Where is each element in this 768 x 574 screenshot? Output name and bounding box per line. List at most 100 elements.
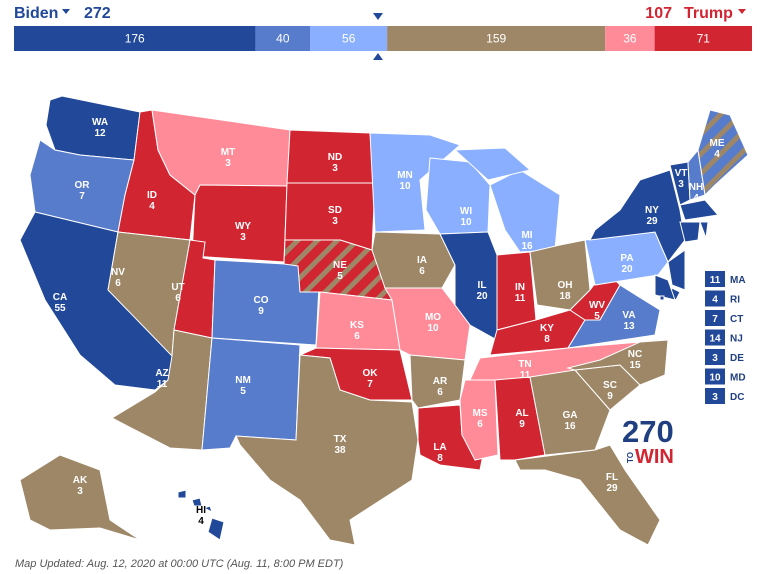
state-shape[interactable]: [679, 221, 701, 243]
dropdown-caret[interactable]: [62, 9, 70, 14]
state-shape[interactable]: [201, 337, 301, 451]
candidate-name[interactable]: Biden: [14, 5, 58, 22]
state-votes: 5: [240, 386, 246, 397]
state-votes: 3: [240, 232, 246, 243]
logo: 270 TO WIN: [622, 414, 674, 468]
logo-small: TO: [626, 452, 635, 463]
state-votes: 8: [437, 453, 443, 464]
state[interactable]: [494, 376, 546, 461]
state-shape[interactable]: [659, 295, 665, 301]
state-shape[interactable]: [202, 505, 213, 513]
state-box[interactable]: [705, 388, 725, 404]
state-votes: 6: [437, 387, 443, 398]
state-votes: 13: [623, 321, 635, 332]
state-votes: 12: [94, 128, 106, 139]
state-votes: 5: [337, 271, 343, 282]
state-abbr: AR: [433, 376, 448, 387]
state-abbr: AZ: [155, 368, 168, 379]
state[interactable]: [529, 369, 611, 456]
state-shape[interactable]: [566, 339, 669, 386]
state-votes: 6: [477, 419, 483, 430]
state[interactable]: [439, 231, 498, 341]
state[interactable]: [667, 249, 686, 291]
state-shape[interactable]: [667, 249, 686, 291]
state[interactable]: [514, 444, 661, 546]
state-votes: 20: [476, 291, 488, 302]
state[interactable]: [699, 221, 709, 239]
state-shape[interactable]: [529, 369, 611, 456]
state-votes: 4: [712, 295, 718, 306]
state-shape[interactable]: [494, 376, 546, 461]
state-shape[interactable]: [191, 184, 288, 263]
state[interactable]: [201, 337, 301, 451]
state-box[interactable]: [705, 271, 725, 287]
state-box[interactable]: [705, 290, 725, 307]
state-shape[interactable]: [409, 354, 466, 409]
state-box[interactable]: [705, 368, 725, 385]
state-abbr: WY: [235, 221, 251, 232]
state-abbr: IL: [478, 280, 487, 291]
state-votes: 11: [157, 379, 168, 390]
state[interactable]: [235, 354, 419, 546]
state[interactable]: [409, 354, 466, 409]
state-abbr: MA: [730, 275, 746, 286]
state-box[interactable]: [705, 310, 725, 326]
state-votes: 7: [367, 379, 373, 390]
state[interactable]: [566, 339, 669, 386]
midpoint-marker: [373, 13, 383, 20]
candidate-votes: 272: [84, 5, 111, 22]
bar-segment: [654, 26, 752, 51]
header: Biden 272 107 Trump 176 40 56 159 36 71: [14, 5, 752, 60]
state-votes: 16: [564, 421, 576, 432]
state-abbr: OK: [363, 368, 379, 379]
state-votes: 4: [693, 193, 699, 204]
state-shape[interactable]: [699, 221, 709, 239]
state[interactable]: [679, 221, 701, 243]
state-votes: 29: [646, 216, 658, 227]
candidate-votes: 107: [645, 5, 672, 22]
state-votes: 16: [521, 241, 533, 252]
state-abbr: DC: [730, 392, 744, 403]
state[interactable]: [191, 184, 288, 263]
bar-segment-label: 56: [342, 32, 356, 46]
state-box[interactable]: [705, 329, 725, 346]
state-shape[interactable]: [207, 517, 225, 541]
midpoint-marker: [373, 53, 383, 60]
state[interactable]: [19, 454, 141, 541]
state-abbr: NE: [333, 260, 347, 271]
state[interactable]: [45, 95, 141, 161]
state-shape[interactable]: [439, 231, 498, 341]
state-shape[interactable]: [235, 354, 419, 546]
state-abbr: ND: [328, 152, 342, 163]
state[interactable]: [654, 274, 676, 301]
state[interactable]: [659, 295, 665, 301]
state[interactable]: [453, 147, 561, 253]
state-votes: 6: [419, 266, 425, 277]
dropdown-caret[interactable]: [738, 9, 746, 14]
state[interactable]: [177, 489, 225, 541]
state-votes: 14: [709, 334, 721, 345]
state-box[interactable]: [705, 349, 725, 365]
state-shape[interactable]: [654, 274, 676, 301]
state-abbr: CO: [254, 295, 269, 306]
state-shape[interactable]: [697, 109, 749, 197]
state-votes: 3: [332, 216, 338, 227]
state-shape[interactable]: [191, 497, 203, 507]
state-votes: 29: [606, 483, 618, 494]
state-shape[interactable]: [679, 199, 719, 221]
state-shape[interactable]: [19, 454, 141, 541]
state-shape[interactable]: [177, 489, 187, 499]
state[interactable]: [697, 109, 749, 197]
state-shape[interactable]: [514, 444, 661, 546]
state-votes: 3: [712, 392, 718, 403]
state-shape[interactable]: [453, 147, 532, 181]
state-shape[interactable]: [45, 95, 141, 161]
state-abbr: IN: [515, 282, 525, 293]
state-abbr: SD: [328, 205, 342, 216]
bar-segment-label: 36: [623, 32, 637, 46]
bar-segment: [387, 26, 606, 51]
candidate-name[interactable]: Trump: [684, 5, 733, 22]
state-votes: 8: [544, 334, 550, 345]
state[interactable]: [679, 199, 719, 221]
